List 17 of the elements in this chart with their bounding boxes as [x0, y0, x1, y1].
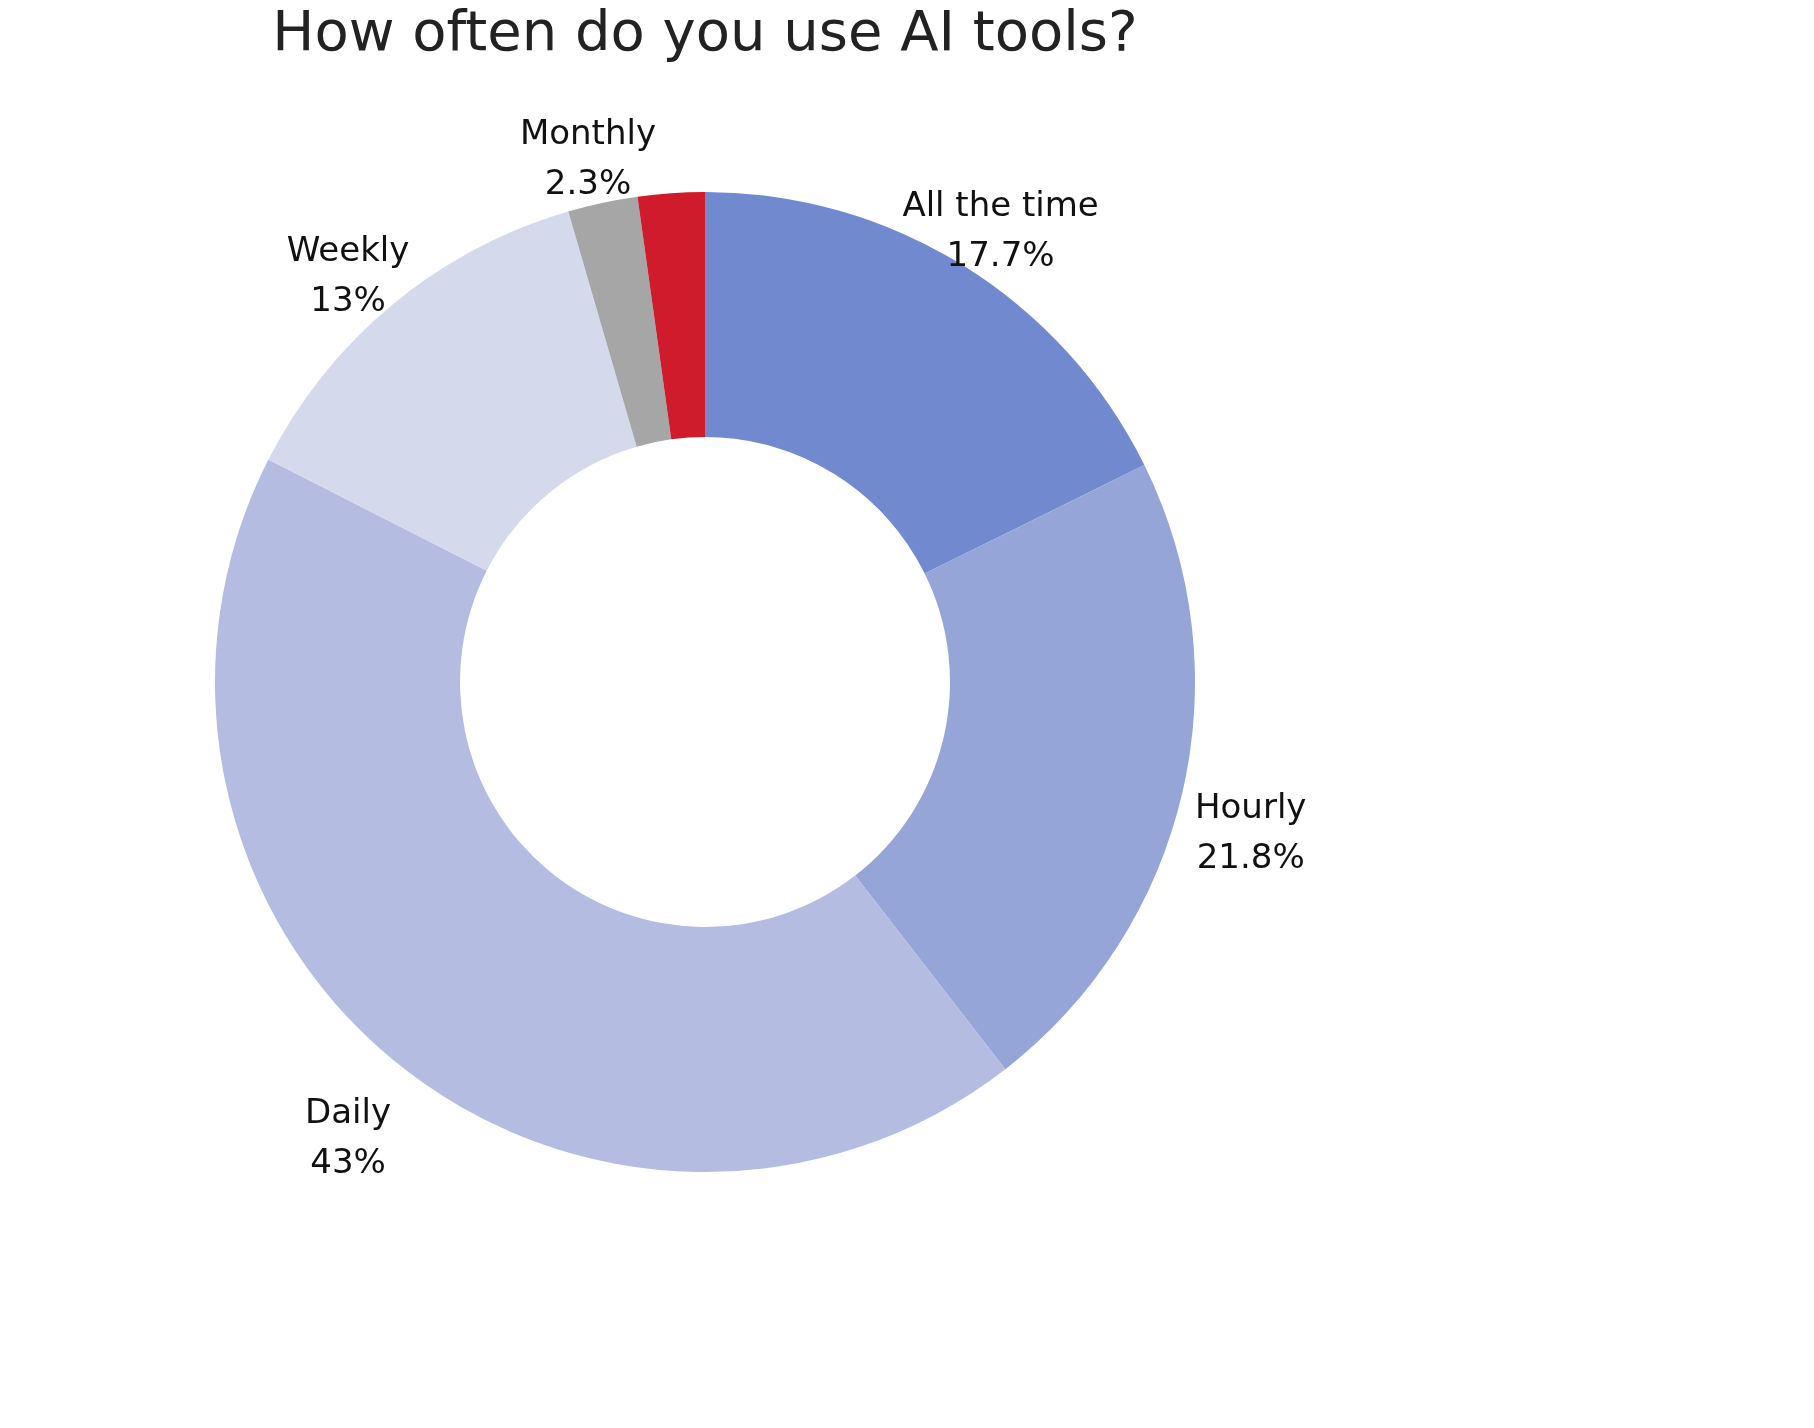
slice-label: Monthly — [519, 112, 657, 153]
data-label: 13% — [310, 278, 386, 319]
slice-label: All the time — [902, 184, 1099, 225]
data-label: 21.8% — [1196, 835, 1305, 876]
slice-label: Weekly — [286, 228, 410, 269]
slice-label: Daily — [305, 1091, 392, 1132]
donut-slice — [855, 465, 1195, 1070]
donut-slice — [705, 192, 1145, 574]
donut-slice — [637, 192, 705, 440]
donut-slice — [268, 211, 637, 571]
data-label: 43% — [310, 1141, 386, 1182]
donut-slice — [215, 459, 1006, 1172]
data-label: 17.7% — [946, 234, 1055, 275]
chart-title: How often do you use AI tools? — [272, 0, 1138, 63]
slice-label: Hourly — [1195, 785, 1307, 826]
data-label: 2.3% — [544, 162, 632, 203]
donut-slice — [568, 196, 672, 447]
